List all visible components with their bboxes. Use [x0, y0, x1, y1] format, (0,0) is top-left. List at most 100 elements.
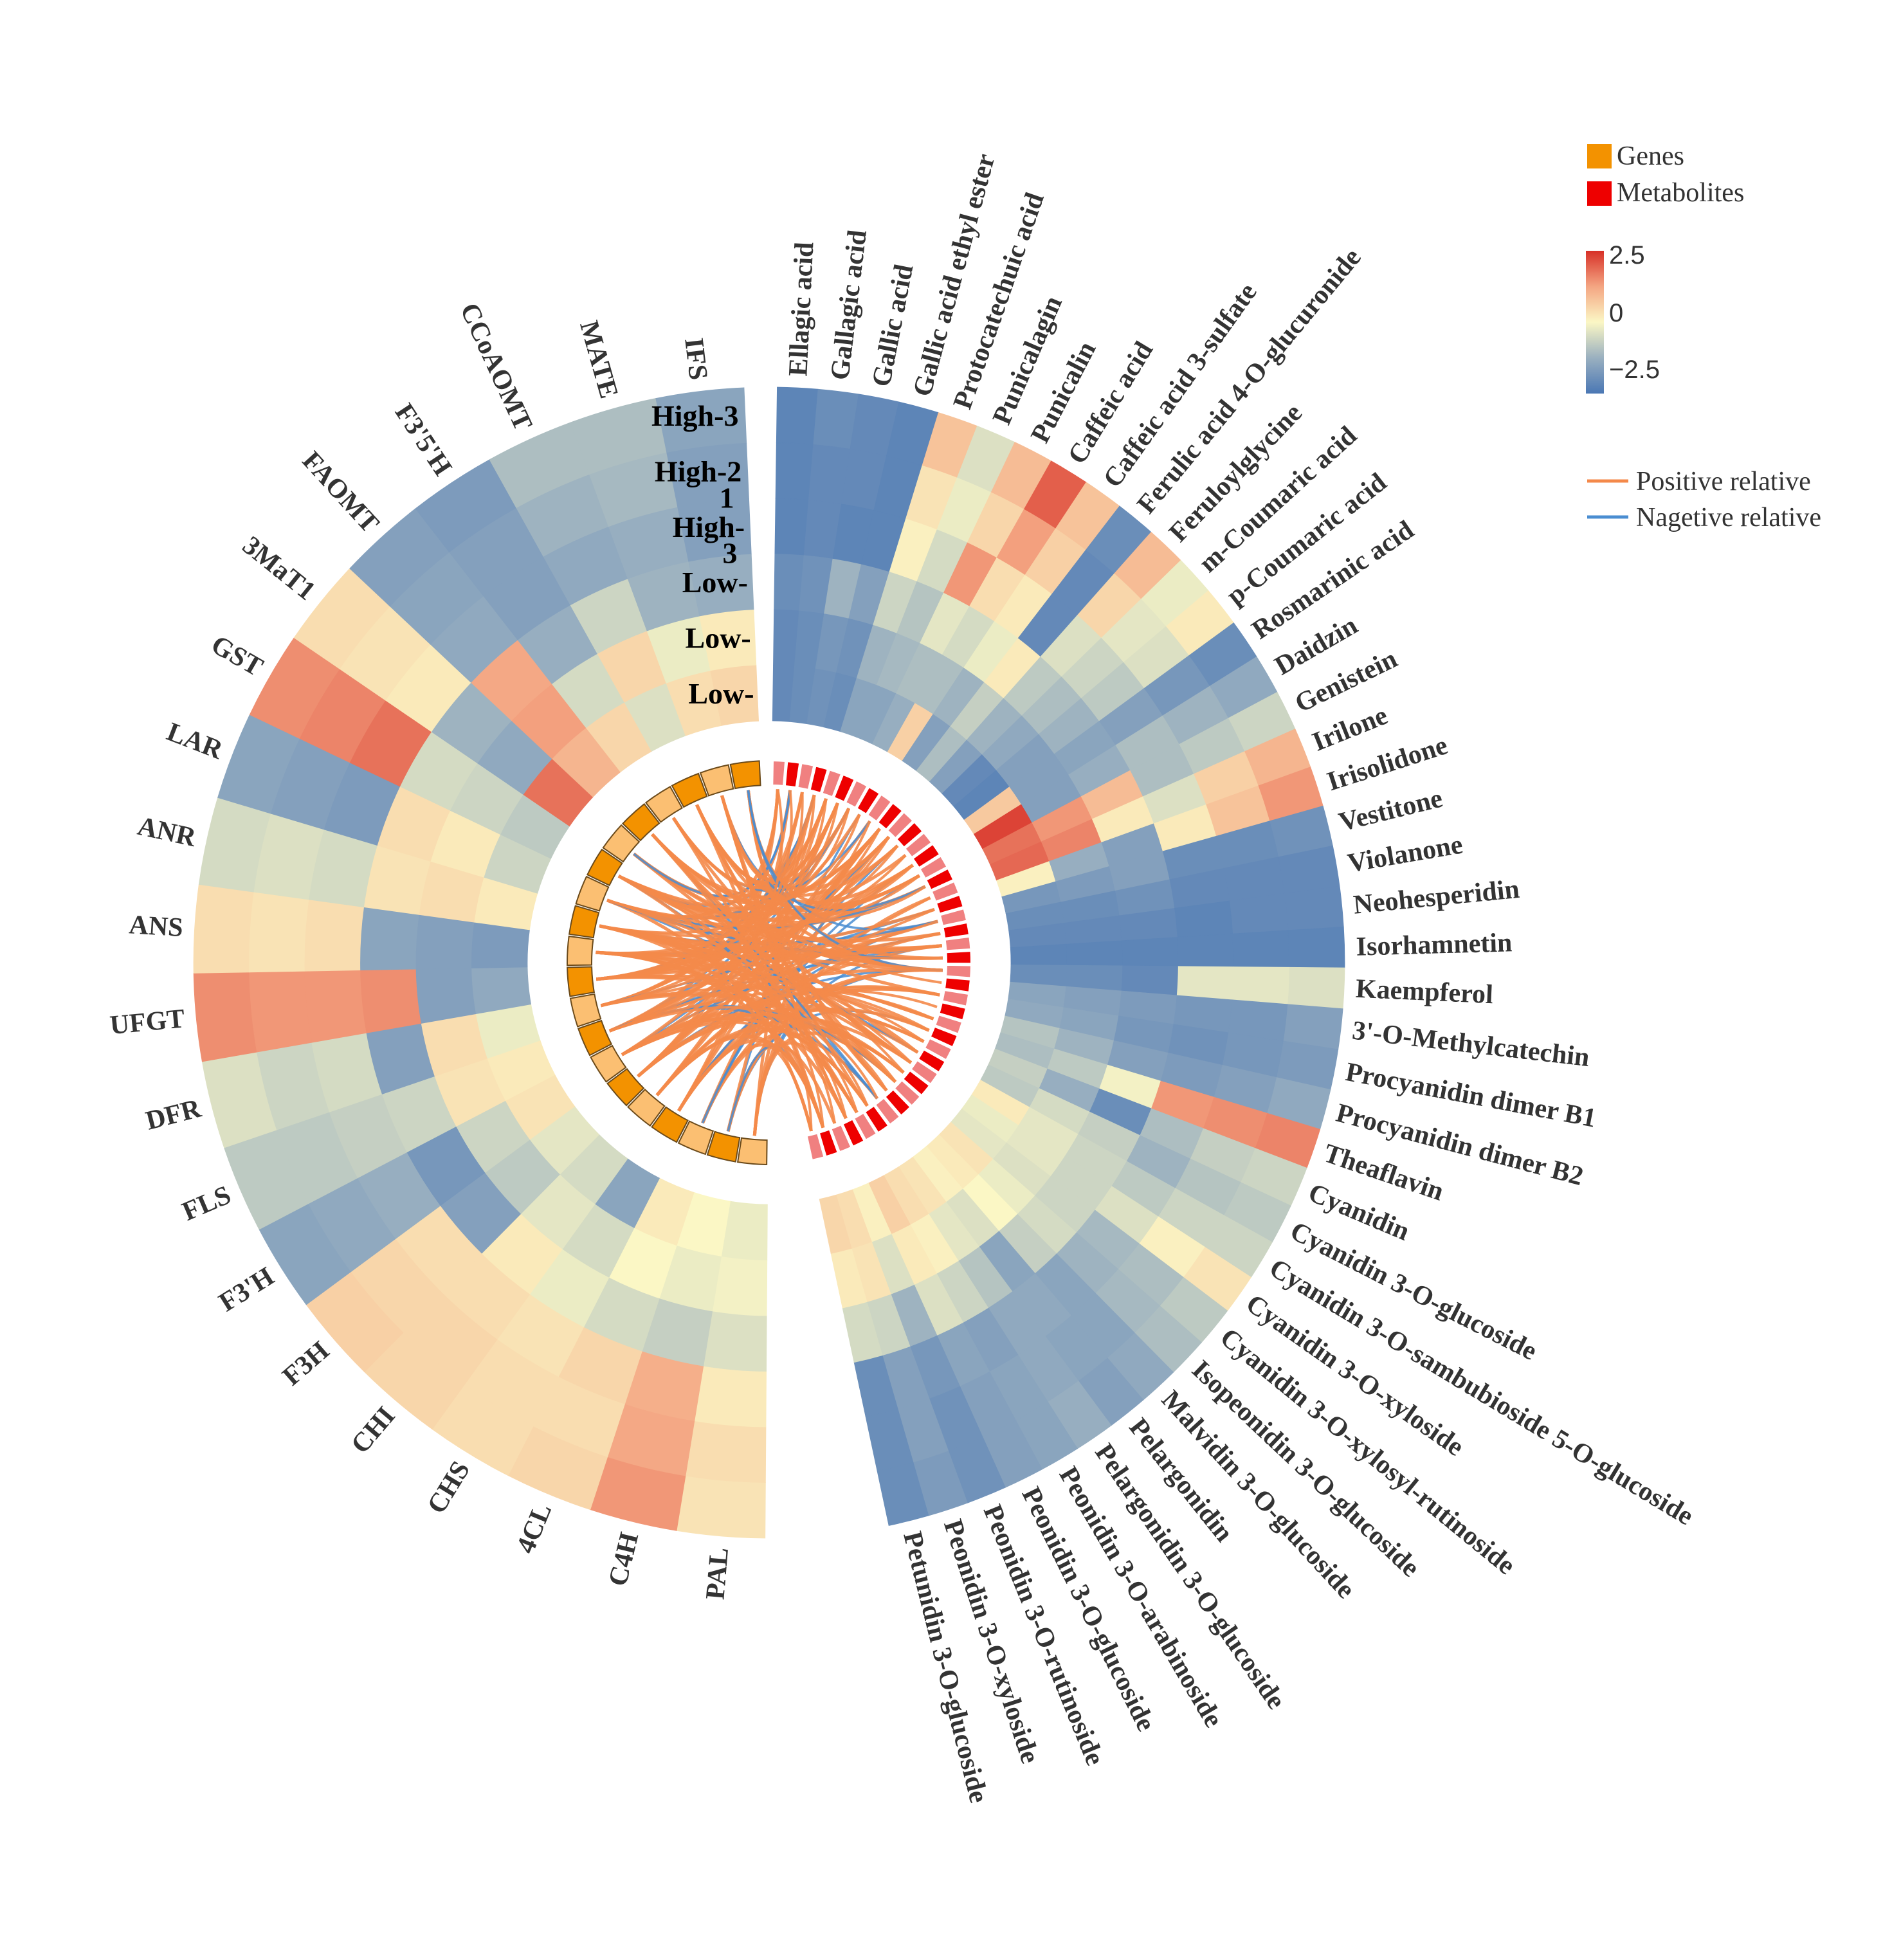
gene-label: FAOMT	[296, 446, 385, 539]
metabolite-ring-cell	[886, 811, 914, 839]
metabolite-ring-cell	[856, 786, 880, 815]
gene-ring-cell	[699, 764, 734, 797]
sample-label-high-3: High-3	[651, 399, 738, 432]
sample-label-low-1: Low-	[688, 677, 754, 710]
heatmap-rings	[193, 386, 1345, 1539]
gene-cell	[249, 970, 313, 1053]
sample-label-index: 1	[720, 481, 734, 514]
gene-ring-cell	[590, 1044, 627, 1083]
metabolite-ring-cell	[912, 843, 941, 869]
metabolite-ring-cell	[842, 1118, 865, 1147]
metabolite-ring-cell	[821, 769, 842, 798]
gene-label: F3H	[277, 1336, 335, 1392]
gene-label: F3'5'H	[389, 399, 458, 482]
negative-link	[747, 790, 938, 930]
metabolite-cell	[775, 442, 814, 501]
metabolite-ring-cell	[935, 894, 964, 914]
metabolite-ring-cell	[943, 977, 971, 993]
positive-link	[596, 951, 859, 1113]
metabolite-ring-cell	[945, 950, 972, 965]
metabolite-label: Violanone	[1345, 830, 1465, 879]
gene-cell	[694, 1365, 767, 1428]
metabolite-cell	[774, 498, 809, 556]
scale-tick-min: −2.5	[1609, 356, 1660, 384]
gene-ring-cell	[677, 1120, 714, 1156]
gene-ring-cell	[567, 966, 596, 997]
metabolite-cell	[1284, 885, 1344, 931]
gene-label: CHS	[422, 1456, 476, 1519]
gene-label: IFS	[678, 336, 713, 381]
positive-link	[621, 788, 783, 1057]
gene-cell	[193, 884, 255, 974]
positive-link	[596, 974, 930, 1032]
gene-ring-cell	[587, 848, 623, 887]
positive-link	[596, 932, 941, 981]
gene-cell	[304, 899, 365, 972]
sample-label-low-2: Low-	[686, 622, 751, 655]
gene-label: CCoAOMT	[454, 299, 538, 435]
positive-link	[618, 875, 824, 1128]
metabolite-cell	[774, 554, 805, 612]
gene-label: DFR	[143, 1094, 205, 1136]
positive-link	[671, 817, 919, 1054]
positive-link	[596, 976, 869, 1107]
gene-ring-cell	[621, 803, 660, 842]
metabolite-cell	[1287, 966, 1345, 1010]
gene-ring-cell	[569, 993, 602, 1028]
metabolite-ring-cell	[929, 1026, 959, 1048]
gene-cell	[703, 1311, 767, 1372]
metabolite-ring-cell	[895, 821, 923, 848]
metabolite-ring-cell	[931, 880, 960, 903]
metabolite-cell	[1287, 926, 1345, 968]
sample-label-index: 3	[722, 537, 737, 570]
metabolite-cell	[1010, 943, 1067, 966]
metabolite-label: Kaempferol	[1355, 974, 1494, 1010]
metabolite-ring-cell	[893, 1079, 922, 1107]
category-ring	[567, 760, 972, 1165]
metabolite-label: Gallagic acid	[825, 228, 873, 381]
metabolite-ring-cell	[944, 936, 972, 952]
gene-cell	[710, 665, 760, 726]
legend-metabolites-label: Metabolites	[1617, 178, 1744, 208]
positive-link	[596, 944, 942, 958]
positive-link	[596, 951, 925, 1043]
positive-link	[600, 994, 878, 1100]
metabolite-ring-cell	[866, 794, 893, 822]
metabolite-ring-cell	[902, 1069, 931, 1096]
gene-cell	[712, 1256, 768, 1316]
metabolite-label: Isorhamnetin	[1356, 928, 1513, 961]
metabolite-ring-cell	[939, 907, 968, 927]
legend-positive-label: Positive relative	[1636, 467, 1811, 496]
gene-cell	[193, 972, 258, 1062]
metabolite-ring-cell	[945, 964, 972, 979]
gene-ring-cell	[671, 772, 708, 808]
metabolite-cell	[1066, 940, 1123, 966]
gene-label: 4CL	[511, 1499, 558, 1557]
gene-ring-cell	[706, 1130, 741, 1163]
scale-tick-mid: 0	[1609, 299, 1623, 327]
scale-tick-max: 2.5	[1609, 241, 1645, 269]
legend-genes-swatch	[1587, 144, 1612, 168]
positive-link	[600, 836, 890, 1007]
gene-label: FLS	[178, 1180, 235, 1227]
legend-genes-label: Genes	[1617, 141, 1684, 171]
metabolite-ring-cell	[809, 765, 829, 794]
positive-link	[621, 896, 931, 1057]
positive-link	[599, 924, 943, 960]
metabolite-cell	[819, 1194, 852, 1254]
gene-label: PAL	[700, 1547, 734, 1601]
gene-label: F3'H	[214, 1262, 280, 1318]
gene-label: UFGT	[109, 1004, 186, 1040]
metabolite-ring-cell	[919, 855, 948, 880]
gene-label: MATE	[574, 318, 624, 402]
metabolite-label: Vestitone	[1336, 784, 1445, 838]
metabolite-cell	[1121, 937, 1178, 967]
positive-link	[596, 854, 907, 955]
positive-link	[596, 845, 899, 981]
gene-cell	[415, 968, 477, 1024]
metabolite-ring-cell	[853, 1112, 878, 1141]
sample-label-high-1: High-	[673, 511, 745, 543]
gene-ring-cell	[651, 1106, 689, 1143]
positive-link	[600, 920, 938, 1007]
gene-label: GST	[206, 630, 268, 682]
